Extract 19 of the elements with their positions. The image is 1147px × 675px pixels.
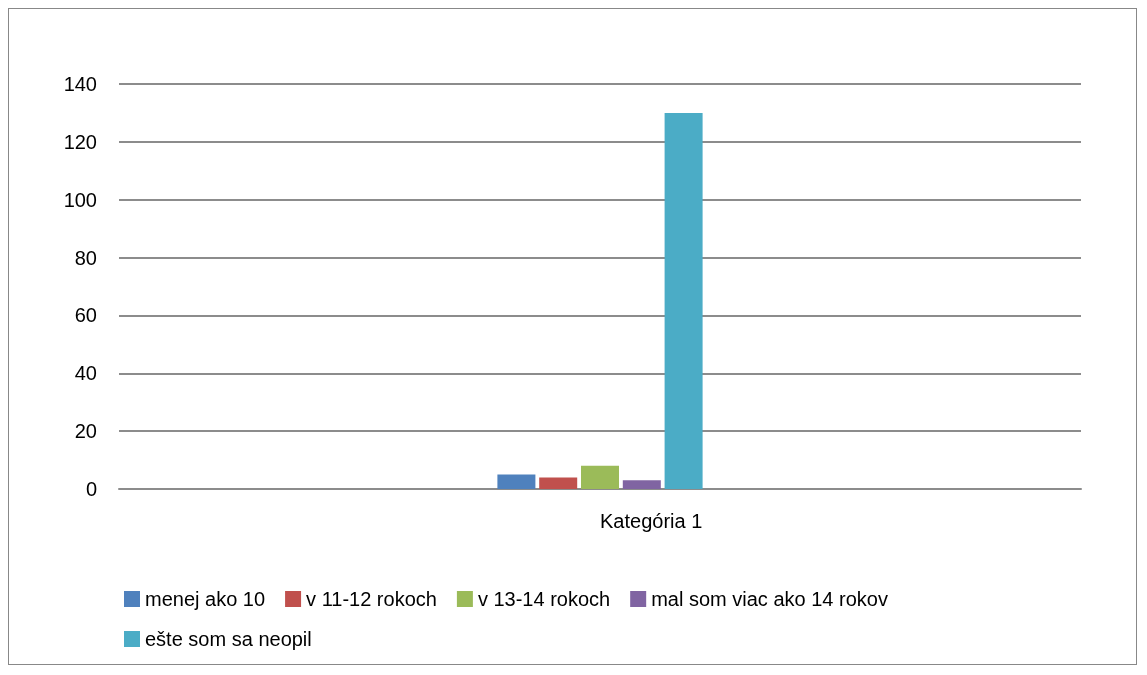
y-tick-label: 120 — [63, 130, 97, 153]
bar — [664, 112, 703, 489]
bar — [497, 474, 536, 489]
bar — [539, 477, 578, 489]
y-tick-label: 0 — [85, 478, 97, 500]
y-tick-label: 100 — [63, 188, 97, 211]
legend-label: ešte som sa neopil — [145, 628, 312, 650]
legend-label: v 13-14 rokoch — [477, 588, 611, 610]
x-tick-label: Kategória 1 — [600, 510, 703, 532]
y-tick-label: 140 — [63, 73, 97, 95]
y-tick-label: 80 — [74, 246, 97, 269]
y-tick-label: 60 — [74, 304, 97, 327]
legend-label: menej ako 10 — [145, 588, 266, 610]
bar — [622, 480, 661, 489]
legend-label: mal som viac ako 14 rokov — [651, 588, 888, 610]
y-tick-label: 20 — [74, 420, 97, 443]
bar — [581, 465, 619, 489]
legend-label: v 11-12 rokoch — [306, 588, 437, 610]
y-tick-label: 40 — [74, 362, 97, 385]
